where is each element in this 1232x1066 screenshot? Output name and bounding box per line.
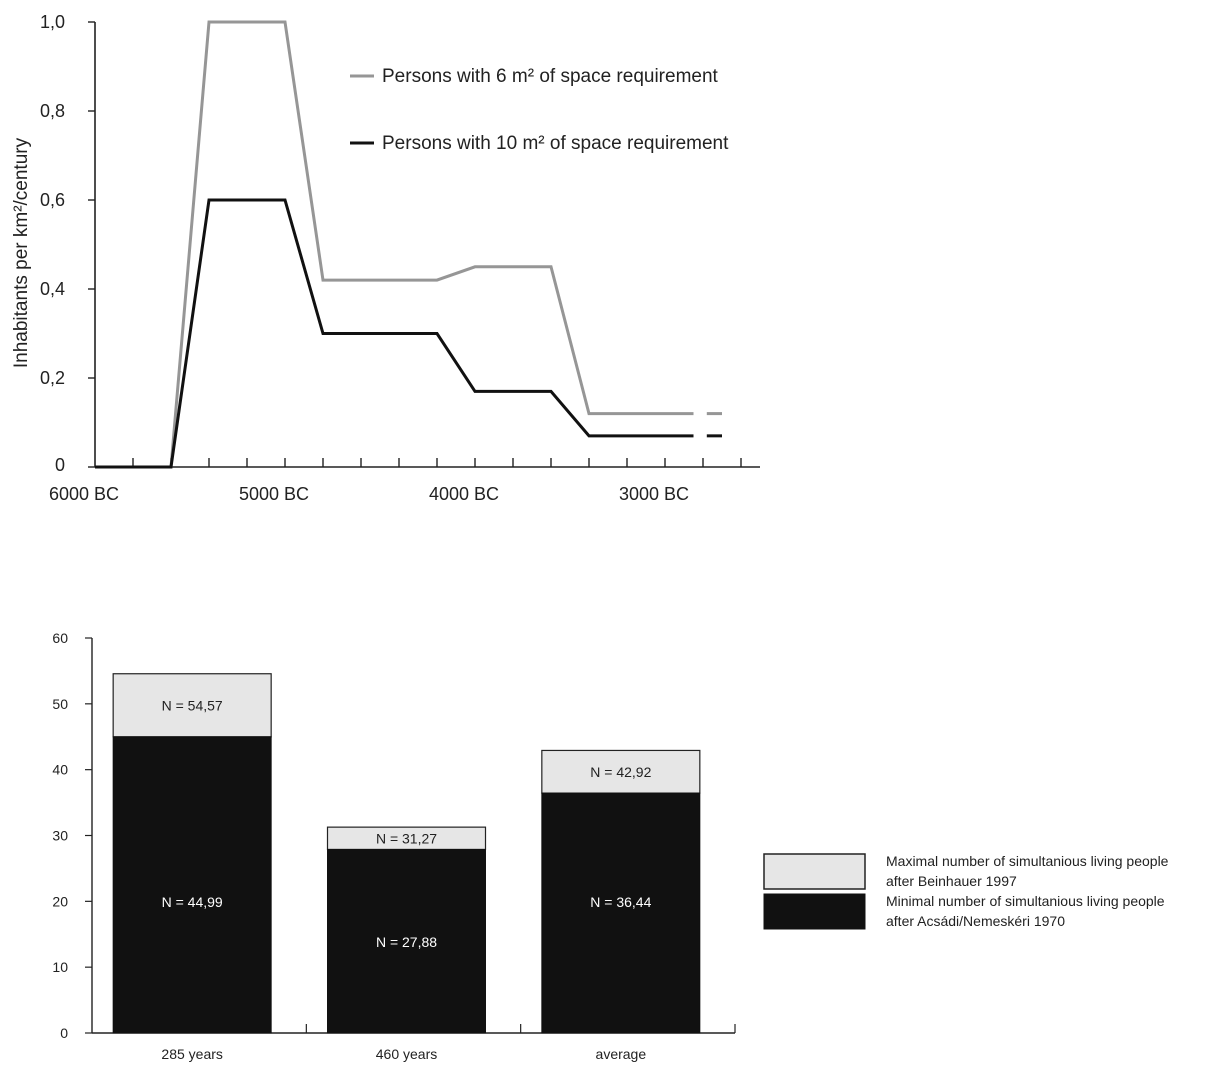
bar-minimal-segment [112, 736, 272, 1034]
bar-legend-swatch-maximal [763, 853, 866, 890]
line-legend-label-1: Persons with 6 m² of space requirement [382, 66, 719, 87]
line-chart-y-tick-label: 0,2 [40, 368, 65, 388]
bar-maximal-label: N = 31,27 [376, 830, 437, 846]
bar-category-label: 460 years [376, 1046, 437, 1062]
line-chart-y-tick-label: 0,6 [40, 190, 65, 210]
line-chart-y-tick-label: 0,4 [40, 279, 65, 299]
line-chart-x-tick-label: 6000 BC [49, 484, 119, 504]
bar-minimal-segment [541, 792, 701, 1034]
bar-chart-y-tick-label: 60 [52, 630, 68, 646]
bar-category-label: 285 years [161, 1046, 222, 1062]
line-chart-y-tick-label: 1,0 [40, 12, 65, 32]
line-chart-x-tick-label: 4000 BC [429, 484, 499, 504]
line-chart-axes: 0 0,2 0,4 0,6 0,8 1,0 6000 BC 5000 BC 4000 BC 300… [40, 12, 760, 504]
line-chart-y-axis-label: Inhabitants per km²/century [11, 137, 32, 368]
bar-chart-legend: Maximal number of simultanious living pe… [763, 853, 1169, 930]
bar-legend-swatch-minimal [763, 893, 866, 930]
bar-maximal-segment [112, 673, 272, 738]
bar-chart-y-tick-label: 0 [60, 1025, 68, 1041]
bar-minimal-label: N = 44,99 [162, 894, 223, 910]
line-series-1 [95, 20, 694, 469]
bar-maximal-label: N = 42,92 [590, 764, 651, 780]
line-chart-y-tick-label: 0 [55, 455, 65, 475]
bar-legend-label-minimal-line2: after Acsádi/Nemeskéri 1970 [886, 913, 1065, 929]
bar-chart-y-tick-label: 50 [52, 696, 68, 712]
line-chart-x-tick-label: 3000 BC [619, 484, 689, 504]
line-chart-y-tick-label: 0,8 [40, 101, 65, 121]
bar-chart-y-tick-label: 10 [52, 959, 68, 975]
bar-legend-label-maximal-line2: after Beinhauer 1997 [886, 873, 1017, 889]
bar-minimal-label: N = 27,88 [376, 934, 437, 950]
bar-legend-label-maximal-line1: Maximal number of simultanious living pe… [886, 853, 1169, 869]
line-series-2 [95, 198, 694, 469]
line-chart-lines [95, 20, 722, 469]
bar-maximal-label: N = 54,57 [162, 697, 223, 713]
bar-minimal-label: N = 36,44 [590, 894, 651, 910]
line-chart-x-tick-label: 5000 BC [239, 484, 309, 504]
bar-chart-y-tick-label: 30 [52, 828, 68, 844]
bar-chart-bars: N = 54,57 N = 44,99 N = 31,27 N = 27,88 N = … [112, 673, 701, 1034]
line-chart-legend: Persons with 6 m² of space requirement Pe… [350, 66, 729, 154]
bar-chart-y-tick-label: 20 [52, 893, 68, 909]
line-legend-label-2: Persons with 10 m² of space requirement [382, 133, 729, 154]
bar-category-label: average [596, 1046, 647, 1062]
bar-chart-y-tick-label: 40 [52, 762, 68, 778]
bar-minimal-segment [327, 848, 486, 1034]
line-chart: Inhabitants per km²/century 0 0,2 0,4 0,6 0,… [11, 12, 760, 504]
bar-legend-label-minimal-line1: Minimal number of simultanious living pe… [886, 893, 1165, 909]
bar-chart: 0 10 20 30 40 50 60 285 years 460 years average N… [52, 630, 1168, 1062]
